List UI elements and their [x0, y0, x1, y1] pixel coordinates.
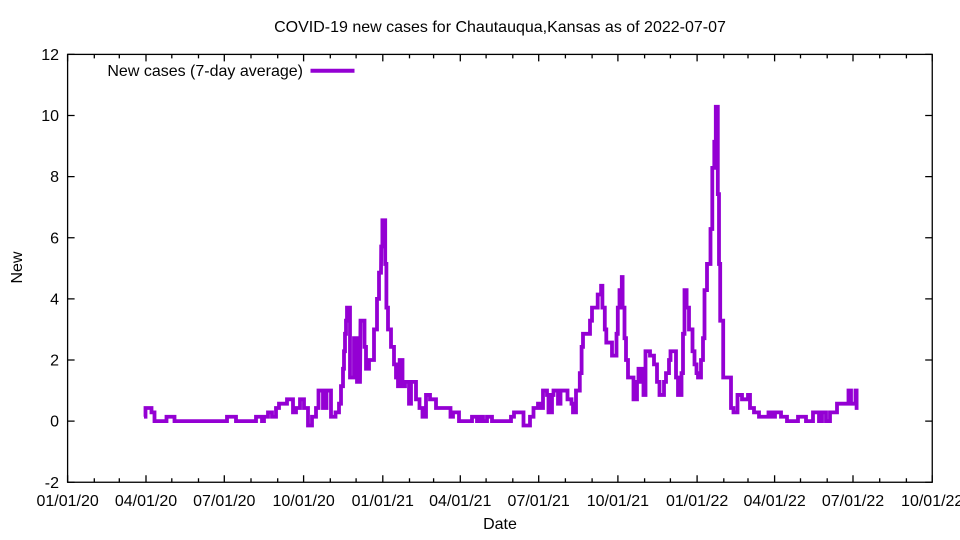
svg-text:COVID-19 new cases for Chautau: COVID-19 new cases for Chautauqua,Kansas… [274, 19, 726, 36]
svg-text:01/01/21: 01/01/21 [352, 493, 414, 510]
svg-text:07/01/22: 07/01/22 [822, 493, 884, 510]
svg-text:10: 10 [41, 108, 59, 125]
svg-text:8: 8 [50, 169, 59, 186]
svg-text:New cases (7-day average): New cases (7-day average) [107, 63, 303, 80]
svg-text:07/01/20: 07/01/20 [193, 493, 255, 510]
svg-text:4: 4 [50, 291, 59, 308]
svg-text:-2: -2 [45, 475, 59, 492]
svg-text:6: 6 [50, 230, 59, 247]
svg-text:2: 2 [50, 353, 59, 370]
svg-text:0: 0 [50, 414, 59, 431]
svg-text:07/01/21: 07/01/21 [508, 493, 570, 510]
svg-text:04/01/20: 04/01/20 [115, 493, 177, 510]
svg-text:04/01/21: 04/01/21 [429, 493, 491, 510]
svg-text:01/01/20: 01/01/20 [36, 493, 98, 510]
svg-text:10/01/20: 10/01/20 [272, 493, 334, 510]
svg-text:04/01/22: 04/01/22 [743, 493, 805, 510]
svg-text:01/01/22: 01/01/22 [666, 493, 728, 510]
svg-text:New: New [9, 251, 26, 283]
svg-text:Date: Date [483, 516, 517, 533]
svg-text:12: 12 [41, 47, 59, 64]
svg-text:10/01/22: 10/01/22 [901, 493, 960, 510]
svg-text:10/01/21: 10/01/21 [587, 493, 649, 510]
